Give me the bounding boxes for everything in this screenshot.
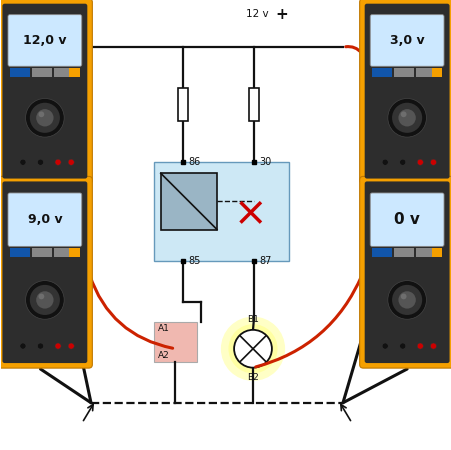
Text: B2: B2 bbox=[247, 373, 258, 382]
Circle shape bbox=[228, 324, 277, 374]
Circle shape bbox=[381, 159, 387, 165]
Bar bbox=[249, 88, 258, 121]
FancyBboxPatch shape bbox=[8, 15, 82, 66]
Circle shape bbox=[68, 159, 74, 165]
Circle shape bbox=[387, 99, 425, 137]
Text: 87: 87 bbox=[259, 256, 271, 266]
Text: 3,0 v: 3,0 v bbox=[389, 34, 423, 47]
Bar bbox=[69, 68, 80, 77]
Circle shape bbox=[36, 291, 54, 309]
FancyBboxPatch shape bbox=[364, 181, 449, 363]
Bar bbox=[431, 68, 441, 77]
Circle shape bbox=[416, 159, 423, 165]
Bar bbox=[32, 68, 52, 77]
Text: 86: 86 bbox=[188, 157, 200, 167]
Circle shape bbox=[36, 109, 54, 126]
FancyBboxPatch shape bbox=[359, 176, 451, 368]
Circle shape bbox=[429, 159, 436, 165]
Bar bbox=[393, 248, 413, 257]
Bar bbox=[10, 248, 30, 257]
Bar bbox=[161, 173, 216, 230]
Circle shape bbox=[400, 112, 405, 117]
Bar bbox=[371, 248, 391, 257]
Circle shape bbox=[30, 285, 60, 315]
Circle shape bbox=[37, 343, 43, 349]
Text: +: + bbox=[275, 7, 288, 22]
FancyBboxPatch shape bbox=[8, 193, 82, 247]
Circle shape bbox=[391, 103, 421, 133]
Circle shape bbox=[26, 281, 64, 319]
Text: 0 v: 0 v bbox=[393, 212, 419, 227]
Bar bbox=[69, 248, 80, 257]
Circle shape bbox=[400, 293, 405, 299]
Circle shape bbox=[387, 281, 425, 319]
Bar bbox=[415, 248, 435, 257]
Bar bbox=[371, 68, 391, 77]
FancyBboxPatch shape bbox=[369, 193, 443, 247]
Text: B1: B1 bbox=[247, 315, 258, 324]
FancyBboxPatch shape bbox=[2, 181, 87, 363]
Circle shape bbox=[397, 109, 415, 126]
Circle shape bbox=[397, 291, 415, 309]
Circle shape bbox=[399, 343, 405, 349]
Circle shape bbox=[55, 343, 61, 349]
Text: 85: 85 bbox=[188, 256, 201, 266]
Text: 12 v: 12 v bbox=[246, 9, 268, 19]
FancyBboxPatch shape bbox=[0, 176, 92, 368]
Circle shape bbox=[55, 159, 61, 165]
Bar bbox=[54, 248, 74, 257]
FancyBboxPatch shape bbox=[369, 15, 443, 66]
Circle shape bbox=[391, 285, 421, 315]
Circle shape bbox=[30, 103, 60, 133]
Bar bbox=[54, 68, 74, 77]
Circle shape bbox=[20, 343, 26, 349]
FancyBboxPatch shape bbox=[359, 0, 451, 184]
FancyBboxPatch shape bbox=[364, 4, 449, 179]
Circle shape bbox=[20, 159, 26, 165]
Bar bbox=[32, 248, 52, 257]
Text: 9,0 v: 9,0 v bbox=[28, 213, 62, 226]
Circle shape bbox=[38, 112, 44, 117]
Text: 30: 30 bbox=[259, 157, 271, 167]
Circle shape bbox=[68, 343, 74, 349]
Bar bbox=[393, 68, 413, 77]
Text: 12,0 v: 12,0 v bbox=[23, 34, 66, 47]
FancyBboxPatch shape bbox=[0, 0, 92, 184]
Circle shape bbox=[37, 159, 43, 165]
Text: A2: A2 bbox=[157, 351, 169, 360]
Circle shape bbox=[26, 99, 64, 137]
Circle shape bbox=[399, 159, 405, 165]
Bar bbox=[431, 248, 441, 257]
Bar bbox=[10, 68, 30, 77]
Circle shape bbox=[429, 343, 436, 349]
Bar bbox=[154, 322, 196, 362]
Bar bbox=[154, 162, 288, 261]
Text: A1: A1 bbox=[157, 324, 169, 333]
Bar bbox=[415, 68, 435, 77]
Circle shape bbox=[38, 293, 44, 299]
Circle shape bbox=[234, 330, 272, 368]
Circle shape bbox=[416, 343, 423, 349]
Bar bbox=[178, 88, 188, 121]
FancyBboxPatch shape bbox=[2, 4, 87, 179]
Circle shape bbox=[381, 343, 387, 349]
Circle shape bbox=[221, 317, 285, 381]
